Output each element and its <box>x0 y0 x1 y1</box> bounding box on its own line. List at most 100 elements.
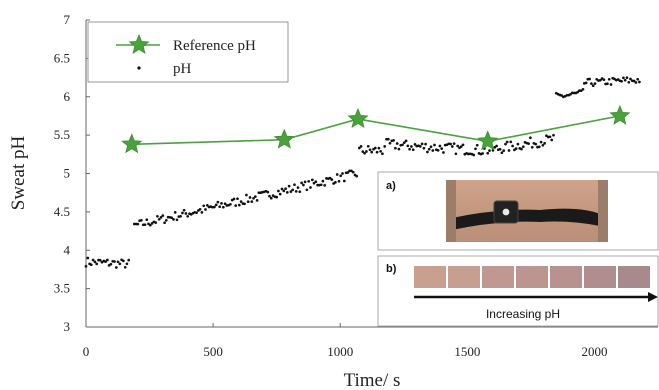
ph-dot <box>581 87 585 91</box>
ph-dot <box>309 186 312 189</box>
ph-dot <box>505 140 509 144</box>
ph-dot <box>602 78 606 82</box>
ph-dot <box>289 190 293 193</box>
ph-dot <box>606 82 609 86</box>
y-tick-label: 6 <box>64 89 71 104</box>
ph-dot <box>145 218 149 222</box>
ph-dot <box>195 211 198 215</box>
ph-dot <box>502 149 506 152</box>
ph-dot <box>375 150 379 154</box>
x-tick-label: 0 <box>83 344 90 359</box>
ph-dot <box>293 183 296 187</box>
ph-dot <box>232 197 236 201</box>
ph-dot <box>450 145 454 148</box>
ph-dot <box>520 147 523 151</box>
ph-dot <box>429 145 433 149</box>
ph-dot <box>481 152 484 155</box>
ph-dot <box>368 148 372 152</box>
legend-ph-dot-icon <box>137 66 141 70</box>
ph-dot <box>243 202 246 206</box>
ph-dot <box>474 147 477 151</box>
ph-dot <box>218 205 222 209</box>
ph-dot <box>373 146 377 150</box>
ph-dot <box>118 262 122 266</box>
ph-dot <box>266 190 270 194</box>
ph-dot <box>636 77 640 81</box>
ph-dot <box>342 179 346 183</box>
ph-dot <box>282 189 286 193</box>
ph-dot <box>89 263 93 267</box>
ph-dot <box>418 145 422 148</box>
ph-dot <box>300 181 303 185</box>
ph-dot <box>620 79 623 83</box>
x-axis-title: Time/ s <box>344 370 401 390</box>
ph-dot <box>341 172 344 175</box>
ph-dot <box>408 147 411 151</box>
ph-dot <box>507 149 511 152</box>
inset-a-label: a) <box>386 180 396 192</box>
ph-dot <box>539 140 543 144</box>
ph-dot <box>296 186 300 189</box>
ph-dot <box>91 258 95 262</box>
ph-dot <box>504 142 507 146</box>
y-tick-label: 6.5 <box>54 50 70 65</box>
ph-dot <box>424 142 427 146</box>
ph-dot <box>323 184 327 187</box>
ph-dot <box>625 76 629 80</box>
ph-dot <box>386 137 390 141</box>
ph-dot <box>223 202 227 206</box>
ph-dot <box>269 196 273 200</box>
inset-a-photo <box>446 180 608 242</box>
ph-dot <box>366 144 370 148</box>
ph-dot <box>486 151 490 155</box>
ph-dot <box>278 192 282 196</box>
ph-dot <box>198 207 202 211</box>
ph-dot <box>514 147 518 150</box>
ph-dot <box>388 141 392 145</box>
ph-dot <box>392 139 395 142</box>
ph-dot <box>127 258 131 262</box>
ph-dot <box>500 151 504 155</box>
ph-dot <box>420 142 424 146</box>
ph-dot <box>521 145 525 149</box>
ph-dot <box>104 260 107 263</box>
ph-dot <box>307 179 311 183</box>
ph-dot <box>609 83 613 86</box>
ph-dot <box>245 193 248 197</box>
ph-dot <box>334 181 337 184</box>
ph-dot <box>136 222 140 226</box>
ph-dot <box>113 260 116 263</box>
ph-dot <box>123 265 127 269</box>
ph-dot <box>302 183 305 187</box>
ph-dot <box>106 258 109 262</box>
ph-dot <box>184 212 188 215</box>
ph-dot <box>511 144 514 148</box>
ph-dot <box>275 195 279 199</box>
ph-dot <box>239 200 243 203</box>
ph-dot <box>351 170 355 174</box>
ph-dot <box>214 203 218 207</box>
ph-dot <box>246 200 250 204</box>
ph-dot <box>285 191 289 194</box>
ph-dot <box>330 178 334 181</box>
ph-dot <box>527 142 530 145</box>
ph-dot <box>438 144 442 148</box>
ph-dot <box>410 145 413 148</box>
ph-dot <box>395 142 399 145</box>
ph-dot <box>552 133 555 137</box>
ph-dot <box>234 204 238 207</box>
reference-ph-line <box>131 115 621 146</box>
ph-dot <box>179 214 182 218</box>
ph-dot <box>406 144 410 148</box>
legend-ph-label: pH <box>173 61 192 77</box>
ph-dot <box>310 178 314 182</box>
y-tick-label: 4 <box>64 242 71 257</box>
ph-dot <box>148 223 152 227</box>
y-tick-label: 7 <box>64 12 71 27</box>
ph-dot <box>140 218 143 222</box>
ph-color-swatch <box>414 266 446 288</box>
ph-dot <box>250 200 254 203</box>
ph-dot <box>312 181 316 185</box>
ph-dot <box>440 147 444 150</box>
